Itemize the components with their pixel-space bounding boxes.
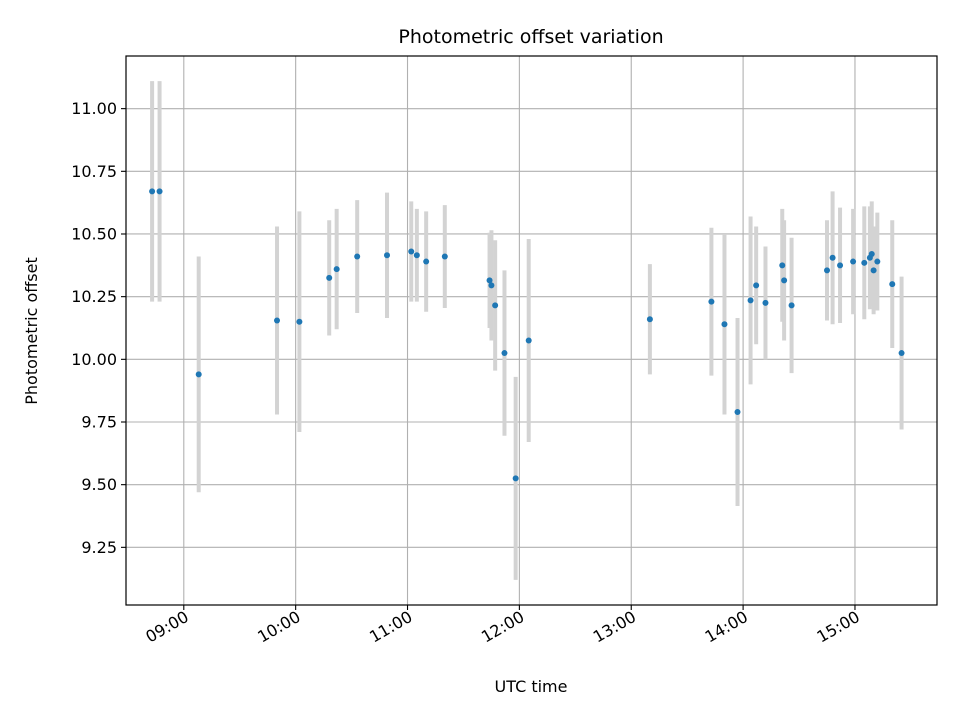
data-point: [354, 253, 361, 260]
data-point: [889, 281, 896, 288]
y-tick-label: 10.75: [71, 162, 117, 181]
grid-lines: [126, 56, 937, 605]
chart-title: Photometric offset variation: [398, 26, 663, 48]
data-point: [326, 274, 333, 281]
y-axis-ticks: 9.25 9.50 9.75 10.00 10.25 10.50 10.75 11.00: [71, 99, 126, 557]
data-point: [850, 258, 857, 265]
data-point: [486, 277, 493, 284]
data-point: [413, 252, 420, 259]
data-point: [384, 252, 391, 259]
data-point: [829, 254, 836, 261]
data-point: [408, 248, 415, 255]
data-point: [333, 266, 340, 273]
data-points: [149, 188, 905, 482]
data-point: [708, 298, 715, 305]
data-point: [721, 321, 728, 328]
data-point: [870, 267, 877, 274]
data-point: [492, 302, 499, 309]
data-point: [874, 258, 881, 265]
data-point: [274, 317, 281, 324]
data-point: [837, 262, 844, 269]
data-point: [781, 277, 788, 284]
x-axis-title: UTC time: [495, 677, 568, 696]
data-point: [753, 282, 760, 289]
data-point: [646, 316, 653, 323]
data-point: [423, 258, 430, 265]
data-point: [734, 408, 741, 415]
data-point: [779, 262, 786, 269]
y-tick-label: 9.50: [81, 475, 117, 494]
y-axis-title: Photometric offset: [22, 257, 41, 405]
data-point: [195, 371, 202, 378]
data-point: [501, 350, 508, 357]
data-point: [512, 475, 519, 482]
y-tick-label: 10.25: [71, 287, 117, 306]
data-point: [898, 350, 905, 357]
data-point: [788, 302, 795, 309]
data-point: [525, 337, 532, 344]
plot-area-frame: [125, 55, 938, 606]
y-tick-label: 10.00: [71, 350, 117, 369]
y-tick-label: 9.25: [81, 538, 117, 557]
data-point: [861, 259, 868, 266]
data-point: [868, 251, 875, 258]
y-tick-label: 9.75: [81, 413, 117, 432]
data-point: [296, 318, 303, 325]
data-point: [824, 267, 831, 274]
y-tick-label: 11.00: [71, 99, 117, 118]
data-point: [488, 282, 495, 289]
data-point: [156, 188, 163, 195]
data-point: [762, 299, 769, 306]
data-point: [441, 253, 448, 260]
y-tick-label: 10.50: [71, 224, 117, 243]
data-point: [747, 297, 754, 304]
data-point: [149, 188, 156, 195]
